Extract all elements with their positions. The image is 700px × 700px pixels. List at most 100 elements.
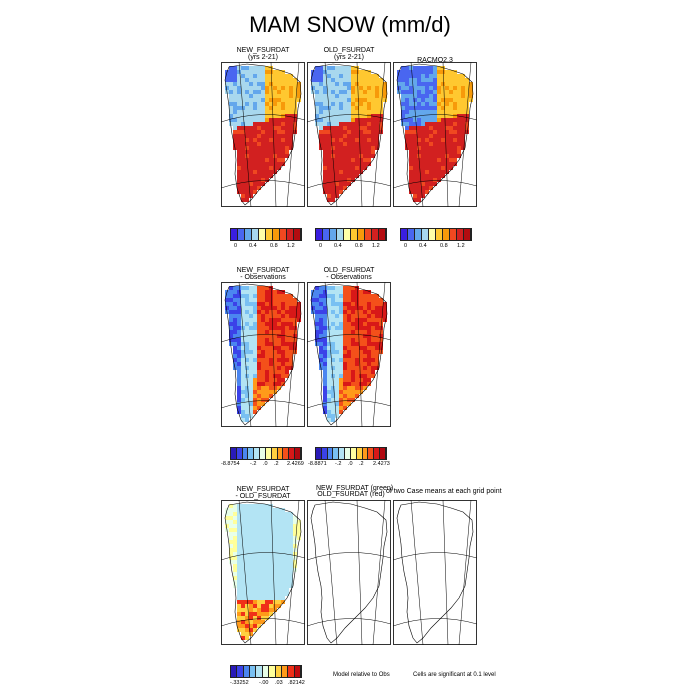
grid-cell <box>289 122 293 126</box>
grid-cell <box>261 520 265 524</box>
grid-cell <box>261 532 265 536</box>
grid-cell <box>417 66 421 70</box>
grid-cell <box>405 122 409 126</box>
grid-cell <box>441 138 445 142</box>
grid-cell <box>445 86 449 90</box>
grid-cell <box>323 74 327 78</box>
grid-cell <box>351 106 355 110</box>
grid-cell <box>409 106 413 110</box>
grid-cell <box>261 290 265 294</box>
grid-cell <box>347 70 351 74</box>
grid-cell <box>351 78 355 82</box>
grid-cell <box>249 604 253 608</box>
grid-cell <box>277 584 281 588</box>
grid-cell <box>257 556 261 560</box>
grid-cell <box>253 628 257 632</box>
grid-cell <box>457 154 461 158</box>
grid-cell <box>347 82 351 86</box>
grid-cell <box>401 70 405 74</box>
grid-cell <box>261 584 265 588</box>
grid-cell <box>257 134 261 138</box>
grid-cell <box>339 170 343 174</box>
grid-cell <box>371 366 375 370</box>
grid-cell <box>237 190 241 194</box>
grid-cell <box>269 608 273 612</box>
grid-cell <box>367 354 371 358</box>
grid-cell <box>371 138 375 142</box>
grid-cell <box>331 398 335 402</box>
grid-cell <box>327 290 331 294</box>
grid-cell <box>233 568 237 572</box>
grid-cell <box>331 98 335 102</box>
grid-cell <box>253 310 257 314</box>
grid-cell <box>237 102 241 106</box>
grid-cell <box>367 86 371 90</box>
colorbar-3 <box>400 228 472 241</box>
grid-cell <box>285 326 289 330</box>
grid-cell <box>359 166 363 170</box>
grid-cell <box>383 310 387 314</box>
grid-cell <box>401 98 405 102</box>
grid-cell <box>261 122 265 126</box>
grid-cell <box>327 86 331 90</box>
grid-cell <box>405 90 409 94</box>
grid-cell <box>265 616 269 620</box>
grid-cell <box>249 302 253 306</box>
grid-cell <box>289 516 293 520</box>
grid-cell <box>257 540 261 544</box>
grid-cell <box>335 346 339 350</box>
grid-cell <box>331 82 335 86</box>
cbar6-tick: -.33252 <box>230 680 249 686</box>
cbar5-tick: .2 <box>359 461 364 467</box>
grid-cell <box>413 178 417 182</box>
grid-cell <box>261 150 265 154</box>
grid-cell <box>343 370 347 374</box>
grid-cell <box>281 162 285 166</box>
grid-cell <box>229 310 233 314</box>
grid-cell <box>331 354 335 358</box>
grid-cell <box>253 354 257 358</box>
grid-cell <box>335 86 339 90</box>
grid-cell <box>253 504 257 508</box>
grid-cell <box>363 382 367 386</box>
grid-cell <box>281 74 285 78</box>
grid-cell <box>367 302 371 306</box>
grid-cell <box>273 98 277 102</box>
grid-cell <box>347 294 351 298</box>
graticule-line <box>324 62 338 207</box>
grid-cell <box>265 532 269 536</box>
colorbar-swatch <box>429 229 436 240</box>
grid-cell <box>401 74 405 78</box>
grid-cell <box>359 70 363 74</box>
grid-cell <box>429 86 433 90</box>
grid-cell <box>237 532 241 536</box>
grid-cell <box>245 122 249 126</box>
grid-cell <box>339 286 343 290</box>
grid-cell <box>449 70 453 74</box>
grid-cell <box>241 620 245 624</box>
grid-cell <box>249 82 253 86</box>
grid-cell <box>339 94 343 98</box>
grid-cell <box>241 74 245 78</box>
grid-cell <box>367 362 371 366</box>
grid-cell <box>437 94 441 98</box>
grid-cell <box>363 374 367 378</box>
grid-cell <box>331 414 335 418</box>
grid-cell <box>237 572 241 576</box>
grid-cell <box>269 166 273 170</box>
grid-cell <box>421 70 425 74</box>
grid-cell <box>449 154 453 158</box>
grid-cell <box>277 154 281 158</box>
grid-cell <box>363 134 367 138</box>
grid-cell <box>347 118 351 122</box>
grid-cell <box>293 114 297 118</box>
grid-cell <box>421 190 425 194</box>
grid-cell <box>315 326 319 330</box>
grid-cell <box>237 624 241 628</box>
grid-cell <box>355 138 359 142</box>
grid-cell <box>359 294 363 298</box>
grid-cell <box>355 146 359 150</box>
grid-cell <box>413 74 417 78</box>
grid-cell <box>269 82 273 86</box>
grid-cell <box>253 170 257 174</box>
